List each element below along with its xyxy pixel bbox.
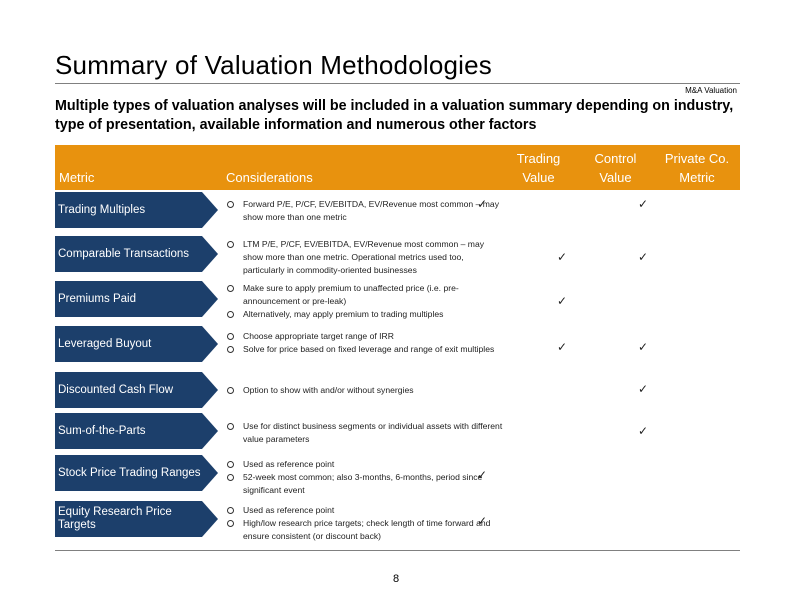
page-subtitle: Multiple types of valuation analyses wil… bbox=[55, 98, 734, 133]
title-divider bbox=[55, 83, 740, 84]
consideration-item: 52-week most common; also 3-months, 6-mo… bbox=[226, 471, 506, 497]
considerations-list: Used as reference point High/low research… bbox=[226, 504, 506, 542]
consideration-text: Alternatively, may apply premium to trad… bbox=[243, 308, 444, 319]
bullet-circle-icon bbox=[227, 201, 234, 208]
metric-arrow-shape bbox=[202, 413, 218, 449]
checkmark-icon: ✓ bbox=[638, 382, 649, 396]
bullet-circle-icon bbox=[227, 285, 234, 292]
consideration-text: Make sure to apply premium to unaffected… bbox=[243, 283, 459, 306]
consideration-item: Option to show with and/or without syner… bbox=[226, 384, 506, 397]
private-metric-column-header: Private Co. Metric bbox=[664, 151, 730, 185]
metric-label: Trading Multiples bbox=[55, 192, 202, 228]
metric-label: Equity Research Price Targets bbox=[55, 501, 202, 537]
bullet-circle-icon bbox=[227, 345, 234, 353]
checkmark-icon: ✓ bbox=[638, 197, 649, 211]
checkmark-icon: ✓ bbox=[557, 250, 568, 264]
checkmark-icon: ✓ bbox=[638, 250, 649, 264]
bullet-circle-icon bbox=[227, 387, 234, 394]
page-title: Summary of Valuation Methodologies bbox=[55, 50, 492, 80]
control-value-column-header: Control Value bbox=[594, 151, 637, 185]
bullet-circle-icon bbox=[227, 423, 234, 430]
metric-label: Stock Price Trading Ranges bbox=[55, 455, 202, 491]
consideration-text: Used as reference point bbox=[243, 459, 335, 469]
checkmark-icon: ✓ bbox=[557, 294, 568, 308]
consideration-item: Alternatively, may apply premium to trad… bbox=[226, 308, 506, 321]
consideration-text: Used as reference point bbox=[243, 505, 335, 515]
metric-arrow-shape bbox=[202, 326, 218, 362]
checkmark-icon: ✓ bbox=[477, 514, 488, 528]
checkmark-icon: ✓ bbox=[477, 197, 488, 211]
consideration-item: Solve for price based on fixed leverage … bbox=[226, 343, 506, 356]
consideration-text: Use for distinct business segments or in… bbox=[243, 421, 503, 444]
page-number: 8 bbox=[393, 573, 400, 585]
footer-divider bbox=[55, 550, 740, 551]
metric-arrow-shape bbox=[202, 236, 218, 272]
metric-arrow-shape bbox=[202, 455, 218, 491]
considerations-list: Choose appropriate target range of IRR So… bbox=[226, 330, 506, 356]
checkmark-icon: ✓ bbox=[638, 340, 649, 354]
bullet-circle-icon bbox=[227, 461, 234, 468]
metric-label: Sum-of-the-Parts bbox=[55, 413, 202, 449]
considerations-list: Forward P/E, P/CF, EV/EBITDA, EV/Revenue… bbox=[226, 198, 506, 224]
trading-value-column-header: Trading Value bbox=[516, 151, 561, 185]
consideration-text: High/low research price targets; check l… bbox=[243, 517, 491, 541]
metric-column-header: Metric bbox=[59, 170, 95, 185]
considerations-list: Use for distinct business segments or in… bbox=[226, 420, 506, 446]
consideration-text: Option to show with and/or without syner… bbox=[243, 385, 414, 395]
metric-label: Leveraged Buyout bbox=[55, 326, 202, 362]
checkmark-icon: ✓ bbox=[557, 340, 568, 354]
considerations-list: Used as reference point 52-week most comm… bbox=[226, 458, 506, 496]
consideration-text: LTM P/E, P/CF, EV/EBITDA, EV/Revenue mos… bbox=[243, 239, 485, 275]
metric-arrow-shape bbox=[202, 372, 218, 408]
consideration-item: Used as reference point bbox=[226, 504, 506, 517]
considerations-column-header: Considerations bbox=[226, 170, 313, 185]
metric-label: Comparable Transactions bbox=[55, 236, 202, 272]
bullet-circle-icon bbox=[227, 507, 234, 514]
consideration-text: 52-week most common; also 3-months, 6-mo… bbox=[243, 471, 483, 495]
consideration-text: Solve for price based on fixed leverage … bbox=[243, 343, 495, 354]
bullet-circle-icon bbox=[227, 241, 234, 248]
consideration-text: Choose appropriate target range of IRR bbox=[243, 331, 394, 341]
consideration-item: Make sure to apply premium to unaffected… bbox=[226, 282, 506, 308]
bullet-circle-icon bbox=[227, 310, 234, 318]
metric-arrow-shape bbox=[202, 281, 218, 317]
metric-arrow-shape bbox=[202, 192, 218, 228]
consideration-item: Used as reference point bbox=[226, 458, 506, 471]
considerations-list: LTM P/E, P/CF, EV/EBITDA, EV/Revenue mos… bbox=[226, 238, 506, 276]
section-tag: M&A Valuation bbox=[685, 86, 737, 95]
metric-arrow-shape bbox=[202, 501, 218, 537]
metric-label: Premiums Paid bbox=[55, 281, 202, 317]
consideration-item: LTM P/E, P/CF, EV/EBITDA, EV/Revenue mos… bbox=[226, 238, 506, 276]
consideration-item: Use for distinct business segments or in… bbox=[226, 420, 506, 446]
considerations-list: Make sure to apply premium to unaffected… bbox=[226, 282, 506, 320]
checkmark-icon: ✓ bbox=[638, 424, 649, 438]
bullet-circle-icon bbox=[227, 473, 234, 481]
metric-label: Discounted Cash Flow bbox=[55, 372, 202, 408]
consideration-text: Forward P/E, P/CF, EV/EBITDA, EV/Revenue… bbox=[243, 199, 499, 222]
checkmark-icon: ✓ bbox=[477, 468, 488, 482]
considerations-list: Option to show with and/or without syner… bbox=[226, 384, 506, 397]
bullet-circle-icon bbox=[227, 519, 234, 527]
bullet-circle-icon bbox=[227, 333, 234, 340]
consideration-item: Choose appropriate target range of IRR bbox=[226, 330, 506, 343]
consideration-item: Forward P/E, P/CF, EV/EBITDA, EV/Revenue… bbox=[226, 198, 506, 224]
table-header: Metric Considerations Trading Value Cont… bbox=[55, 145, 740, 190]
consideration-item: High/low research price targets; check l… bbox=[226, 517, 506, 543]
